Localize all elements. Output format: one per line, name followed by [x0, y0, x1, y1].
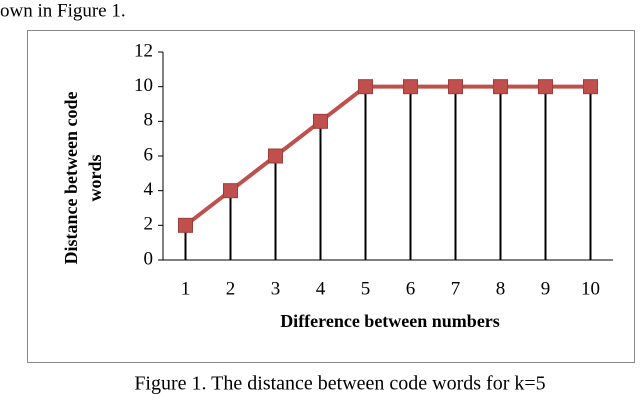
- x-tick-label: 7: [451, 278, 461, 299]
- x-tick-label: 1: [181, 278, 191, 299]
- marker: [448, 79, 463, 95]
- marker: [223, 183, 238, 199]
- y-tick-label: 2: [144, 214, 154, 235]
- x-tick-label: 4: [316, 278, 326, 299]
- marker: [583, 79, 598, 95]
- x-tick-label: 10: [581, 278, 600, 299]
- x-tick-label: 3: [271, 278, 281, 299]
- x-tick-label: 6: [406, 278, 416, 299]
- x-tick-label: 9: [541, 278, 551, 299]
- y-axis-title: Distance between code words: [61, 92, 105, 265]
- x-axis-title: Difference between numbers: [280, 311, 500, 331]
- y-tick-label: 0: [144, 248, 154, 269]
- y-tick-label: 6: [144, 144, 154, 165]
- data-line: [184, 84, 591, 227]
- x-tick-label: 2: [226, 278, 236, 299]
- y-tick-label: 8: [144, 110, 154, 131]
- marker: [538, 79, 553, 95]
- body-text: own in Figure 1.: [0, 0, 126, 21]
- marker: [493, 79, 508, 95]
- marker: [358, 79, 373, 95]
- marker: [403, 79, 418, 95]
- x-tick-label: 5: [361, 278, 371, 299]
- y-axis-title-line: Distance between code: [61, 92, 81, 265]
- marker: [178, 217, 193, 233]
- marker: [313, 113, 328, 129]
- y-axis-title-line: words: [85, 154, 105, 201]
- chart-frame: [27, 30, 635, 363]
- y-tick-label: 4: [144, 179, 154, 200]
- x-tick-label: 8: [496, 278, 506, 299]
- y-tick-label: 10: [134, 75, 153, 96]
- y-tick-label: 12: [134, 40, 153, 61]
- marker: [268, 148, 283, 164]
- caption: Figure 1. The distance between code word…: [134, 373, 545, 395]
